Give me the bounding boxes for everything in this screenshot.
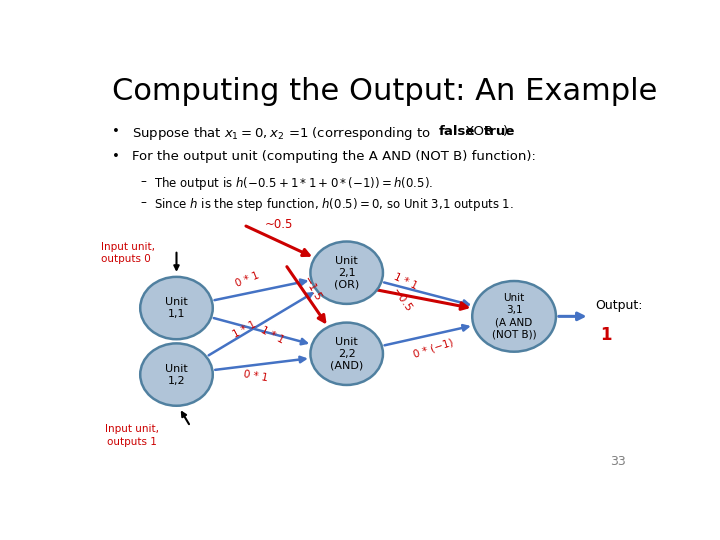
Text: 0 * 1: 0 * 1 xyxy=(234,271,261,289)
Text: −1.5: −1.5 xyxy=(301,275,323,303)
Text: Since $h$ is the step function, $h(0.5) = 0$, so Unit 3,1 outputs 1.: Since $h$ is the step function, $h(0.5) … xyxy=(154,196,514,213)
Text: 1 * 1: 1 * 1 xyxy=(392,272,419,291)
Text: Suppose that $x_1 = 0, x_2$ =1 (corresponding to: Suppose that $x_1 = 0, x_2$ =1 (correspo… xyxy=(132,125,431,142)
Text: 0 * (−1): 0 * (−1) xyxy=(412,337,454,359)
Text: Unit
1,1: Unit 1,1 xyxy=(165,297,188,319)
Text: 1 * 1: 1 * 1 xyxy=(259,325,286,345)
Ellipse shape xyxy=(140,343,213,406)
Text: For the output unit (computing the A AND (NOT B) function):: For the output unit (computing the A AND… xyxy=(132,150,536,163)
Text: •: • xyxy=(112,150,120,163)
Text: 33: 33 xyxy=(610,455,626,468)
Ellipse shape xyxy=(310,241,383,304)
Text: Unit
2,1
(OR): Unit 2,1 (OR) xyxy=(334,256,359,289)
Text: Input unit,
outputs 1: Input unit, outputs 1 xyxy=(105,424,159,447)
Text: −0.5: −0.5 xyxy=(390,287,414,315)
Text: 1: 1 xyxy=(600,326,612,344)
Text: Unit
3,1
(A AND
(NOT B)): Unit 3,1 (A AND (NOT B)) xyxy=(492,293,536,339)
Text: ~0.5: ~0.5 xyxy=(265,218,293,231)
Text: ).: ). xyxy=(503,125,512,138)
Text: Unit
2,2
(AND): Unit 2,2 (AND) xyxy=(330,337,364,371)
Text: –: – xyxy=(140,175,146,188)
Text: 0 * 1: 0 * 1 xyxy=(243,369,269,384)
Text: Output:: Output: xyxy=(595,300,642,313)
Text: true: true xyxy=(483,125,515,138)
Text: •: • xyxy=(112,125,120,138)
Ellipse shape xyxy=(310,322,383,385)
Ellipse shape xyxy=(140,277,213,339)
Text: –: – xyxy=(140,196,146,209)
Text: 1 * 1: 1 * 1 xyxy=(232,320,258,340)
Text: XOR: XOR xyxy=(461,125,498,138)
Text: Computing the Output: An Example: Computing the Output: An Example xyxy=(112,77,657,106)
Text: The output is $h(-0.5 + 1*1 + 0*(-1)) = h(0.5)$.: The output is $h(-0.5 + 1*1 + 0*(-1)) = … xyxy=(154,175,433,192)
Text: Unit
1,2: Unit 1,2 xyxy=(165,363,188,386)
Ellipse shape xyxy=(472,281,556,352)
Text: Input unit,
outputs 0: Input unit, outputs 0 xyxy=(101,241,156,264)
Text: false: false xyxy=(438,125,475,138)
